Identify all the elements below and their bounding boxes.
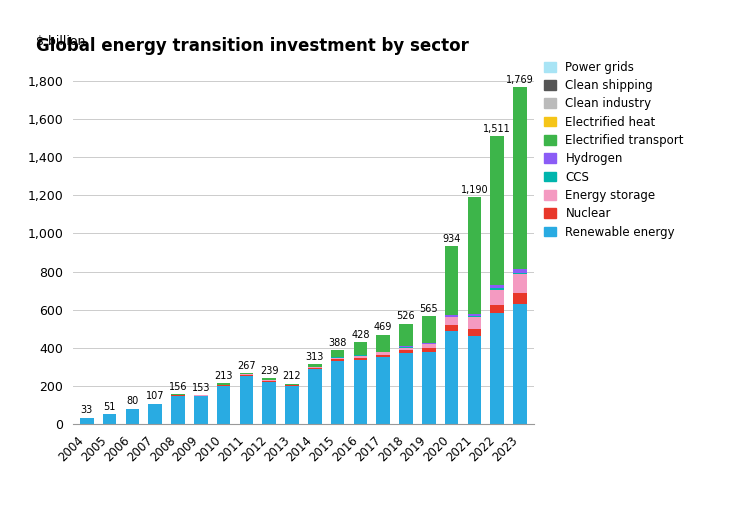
- Bar: [513, 272, 527, 275]
- Bar: [422, 344, 436, 348]
- Bar: [171, 396, 185, 424]
- Bar: [399, 346, 413, 347]
- Text: 313: 313: [306, 352, 324, 362]
- Bar: [80, 418, 94, 424]
- Bar: [376, 352, 390, 355]
- Bar: [330, 350, 344, 357]
- Bar: [240, 375, 253, 376]
- Text: 153: 153: [192, 383, 210, 392]
- Text: Global energy transition investment by sector: Global energy transition investment by s…: [37, 37, 469, 55]
- Text: $ billion: $ billion: [37, 35, 86, 48]
- Bar: [468, 317, 481, 329]
- Text: 267: 267: [237, 361, 256, 371]
- Bar: [354, 360, 367, 424]
- Bar: [262, 378, 276, 380]
- Bar: [194, 396, 208, 424]
- Bar: [216, 386, 230, 424]
- Bar: [171, 395, 185, 396]
- Bar: [216, 384, 230, 385]
- Bar: [513, 275, 527, 294]
- Bar: [148, 404, 162, 424]
- Text: 469: 469: [374, 322, 393, 332]
- Text: 934: 934: [442, 234, 461, 244]
- Bar: [262, 381, 276, 382]
- Bar: [491, 305, 504, 313]
- Bar: [444, 317, 458, 325]
- Bar: [422, 348, 436, 352]
- Bar: [444, 315, 458, 316]
- Bar: [491, 136, 504, 285]
- Bar: [308, 370, 322, 424]
- Bar: [240, 373, 253, 374]
- Bar: [422, 343, 436, 344]
- Text: 1,511: 1,511: [483, 124, 511, 134]
- Bar: [513, 294, 527, 304]
- Text: 156: 156: [169, 382, 187, 392]
- Text: 239: 239: [260, 366, 279, 376]
- Bar: [376, 357, 390, 424]
- Bar: [444, 246, 458, 315]
- Bar: [491, 313, 504, 424]
- Text: 51: 51: [103, 402, 115, 412]
- Bar: [468, 197, 481, 314]
- Bar: [240, 376, 253, 424]
- Bar: [171, 394, 185, 395]
- Bar: [513, 87, 527, 269]
- Text: 80: 80: [126, 397, 138, 406]
- Text: 107: 107: [146, 391, 164, 401]
- Text: 526: 526: [397, 311, 415, 322]
- Bar: [308, 367, 322, 368]
- Bar: [491, 290, 504, 305]
- Bar: [399, 351, 413, 354]
- Bar: [491, 288, 504, 290]
- Bar: [422, 316, 436, 343]
- Bar: [285, 386, 299, 424]
- Bar: [354, 342, 367, 355]
- Bar: [354, 356, 367, 358]
- Bar: [376, 355, 390, 357]
- Bar: [444, 325, 458, 330]
- Bar: [330, 359, 344, 361]
- Bar: [308, 368, 322, 370]
- Bar: [513, 304, 527, 424]
- Text: 212: 212: [283, 371, 301, 381]
- Text: 565: 565: [420, 304, 438, 314]
- Text: 1,769: 1,769: [506, 74, 534, 85]
- Bar: [262, 382, 276, 424]
- Bar: [354, 358, 367, 360]
- Bar: [399, 324, 413, 346]
- Bar: [216, 385, 230, 386]
- Bar: [468, 316, 481, 317]
- Bar: [330, 361, 344, 424]
- Bar: [103, 415, 116, 424]
- Bar: [468, 337, 481, 424]
- Bar: [194, 395, 208, 396]
- Bar: [468, 314, 481, 316]
- Bar: [399, 347, 413, 351]
- Bar: [126, 409, 139, 424]
- Bar: [491, 285, 504, 288]
- Bar: [513, 269, 527, 272]
- Text: 213: 213: [214, 371, 232, 381]
- Bar: [422, 352, 436, 424]
- Bar: [285, 384, 299, 385]
- Bar: [285, 385, 299, 386]
- Bar: [444, 330, 458, 424]
- Text: 388: 388: [328, 338, 346, 348]
- Bar: [308, 364, 322, 367]
- Bar: [376, 334, 390, 352]
- Bar: [468, 329, 481, 337]
- Text: 1,190: 1,190: [461, 185, 488, 195]
- Legend: Power grids, Clean shipping, Clean industry, Electrified heat, Electrified trans: Power grids, Clean shipping, Clean indus…: [544, 60, 684, 238]
- Text: 33: 33: [80, 405, 93, 415]
- Text: 428: 428: [351, 330, 370, 340]
- Bar: [444, 316, 458, 317]
- Bar: [399, 354, 413, 424]
- Bar: [330, 358, 344, 359]
